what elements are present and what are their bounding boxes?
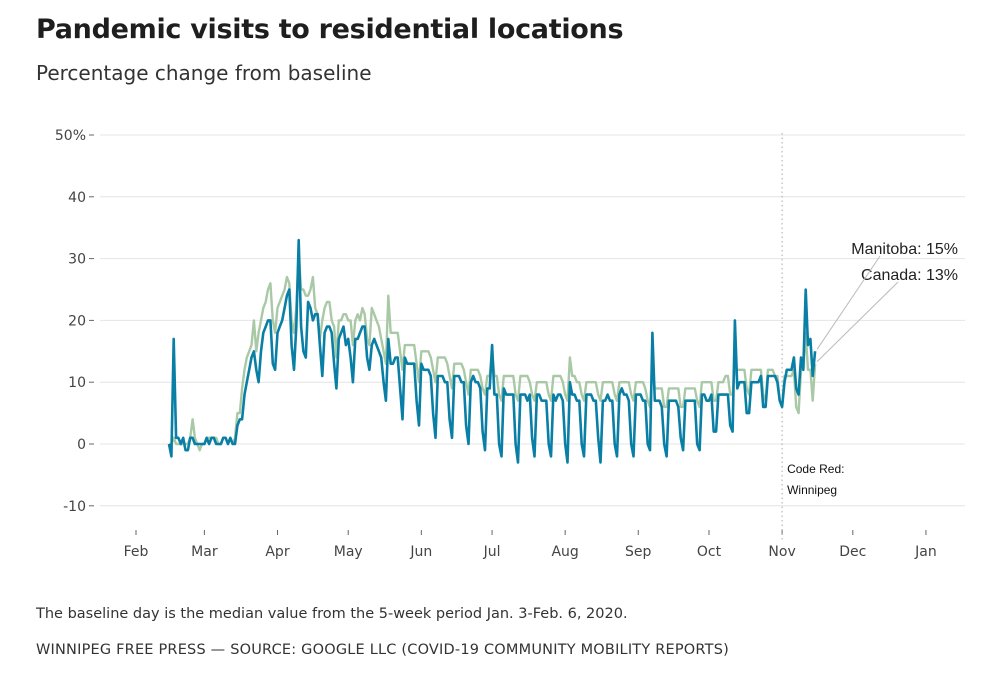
y-tick-label: -10 (63, 499, 86, 515)
chart-title: Pandemic visits to residential locations (36, 14, 624, 45)
x-tick-label: Apr (265, 544, 289, 560)
series-line-manitoba (167, 238, 817, 464)
y-tick-label: 10 (68, 375, 86, 391)
x-tick-label: May (334, 544, 363, 560)
source-credit: WINNIPEG FREE PRESS — SOURCE: GOOGLE LLC… (36, 642, 729, 658)
y-tick-label: 0 (77, 437, 86, 453)
x-tick-label: Nov (768, 544, 795, 560)
leader-line-canada (816, 281, 899, 363)
y-tick-label: 30 (68, 252, 86, 268)
x-tick-label: Mar (191, 544, 218, 560)
x-tick-label: Jun (409, 544, 432, 560)
x-tick-label: Oct (697, 544, 722, 560)
x-tick-label: Jan (914, 544, 937, 560)
leader-line-manitoba (816, 255, 881, 350)
y-tick-label: 50% (55, 128, 86, 144)
x-tick-label: Feb (124, 544, 149, 560)
end-label-manitoba: Manitoba: 15% (851, 241, 958, 258)
code-red-label-line2: Winnipeg (787, 483, 837, 497)
x-tick-label: Sep (625, 544, 652, 560)
chart-subtitle: Percentage change from baseline (36, 61, 372, 85)
x-tick-label: Dec (839, 544, 866, 560)
y-tick-label: 20 (68, 313, 86, 329)
baseline-footnote: The baseline day is the median value fro… (36, 606, 628, 622)
x-tick-label: Aug (551, 544, 578, 560)
x-tick-label: Jul (483, 544, 501, 560)
y-tick-label: 40 (68, 190, 86, 206)
end-label-canada: Canada: 13% (861, 267, 958, 284)
code-red-label-line1: Code Red: (787, 462, 844, 476)
